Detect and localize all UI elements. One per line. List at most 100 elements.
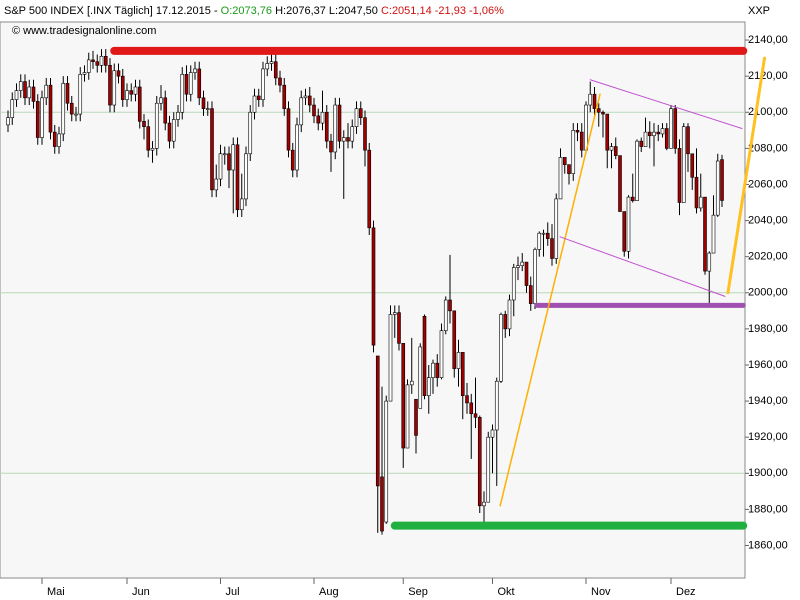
candle-body <box>613 146 618 156</box>
candle-body <box>405 384 410 449</box>
candle-body <box>520 261 525 267</box>
candle-body <box>78 74 83 115</box>
candle-body <box>550 238 554 259</box>
candle-body <box>477 417 482 507</box>
candle-body <box>694 176 699 209</box>
candle-body <box>150 148 155 151</box>
candle-body <box>545 232 550 239</box>
candle-body <box>333 104 338 153</box>
y-tick-label: 2080,00 <box>748 142 788 154</box>
candle-body <box>176 111 180 120</box>
candle-body <box>346 137 350 142</box>
candle-body <box>290 149 295 171</box>
candle-body <box>52 131 57 147</box>
candle-body <box>222 153 227 156</box>
candle-body <box>82 72 87 75</box>
candle-body <box>669 108 673 149</box>
candle-body <box>443 299 448 331</box>
candle-body <box>188 72 193 95</box>
candle-body <box>384 400 389 523</box>
y-tick-label: 1960,00 <box>748 359 788 371</box>
y-tick-label: 1920,00 <box>748 431 788 443</box>
candle-body <box>193 68 197 73</box>
x-tick-label: Dez <box>676 586 696 598</box>
candle-body <box>635 140 639 202</box>
candle-body <box>239 198 244 211</box>
candle-body <box>303 95 308 99</box>
candle-body <box>652 131 656 137</box>
candle-body <box>490 429 495 438</box>
candle-body <box>584 104 588 151</box>
candle-body <box>31 86 36 102</box>
candle-body <box>146 126 151 151</box>
candle-body <box>647 131 652 137</box>
candle-body <box>256 95 261 100</box>
candle-body <box>218 153 223 180</box>
candle-body <box>465 395 469 404</box>
candle-body <box>707 252 712 272</box>
candle-body <box>456 352 461 369</box>
candle-body <box>609 146 614 151</box>
trend-line <box>726 56 766 295</box>
candle-body <box>681 126 686 203</box>
candle-body <box>422 315 427 396</box>
candle-body <box>469 402 474 415</box>
candle-body <box>125 90 129 100</box>
candle-body <box>337 104 342 142</box>
candle-body <box>167 122 172 142</box>
candle-body <box>677 148 682 203</box>
x-tick-label: Aug <box>319 586 339 598</box>
candle-body <box>380 476 384 532</box>
candle-body <box>163 97 168 124</box>
candle-body <box>537 232 542 250</box>
candle-body <box>554 198 559 259</box>
candle-body <box>312 104 316 117</box>
y-tick-label: 2140,00 <box>748 34 788 46</box>
candle-body <box>282 84 287 109</box>
candle-body <box>210 108 214 191</box>
candle-body <box>533 249 537 304</box>
candle-body <box>575 130 580 133</box>
candle-body <box>329 140 333 153</box>
candle-body <box>201 97 206 109</box>
candle-body <box>116 70 121 77</box>
candle-body <box>426 377 431 396</box>
candle-body <box>35 101 40 138</box>
candle-body <box>363 117 367 151</box>
candle-body <box>503 314 508 330</box>
header: S&P 500 INDEX [.INX Täglich] 17.12.2015 … <box>4 5 504 17</box>
candle-body <box>120 75 125 100</box>
header-part: H:2076,37 L:2047,50 <box>275 5 378 17</box>
x-tick-label: Nov <box>591 586 611 598</box>
y-tick-label: 1900,00 <box>748 467 788 479</box>
x-tick-label: Jul <box>226 586 240 598</box>
candle-body <box>299 97 304 126</box>
candle-body <box>44 84 49 99</box>
candle-body <box>435 362 440 378</box>
candle-body <box>486 436 491 503</box>
candle-body <box>601 111 605 115</box>
candle-body <box>248 111 253 155</box>
candle-body <box>448 299 452 312</box>
candle-body <box>57 133 61 147</box>
candle-body <box>375 355 380 487</box>
candle-body <box>205 108 210 110</box>
candle-body <box>622 211 627 252</box>
candle-body <box>171 119 176 142</box>
candle-body <box>571 130 576 174</box>
candle-body <box>720 159 724 201</box>
candle-body <box>507 299 512 330</box>
candle-body <box>324 111 329 142</box>
candle-body <box>592 93 597 109</box>
candle-body <box>698 196 703 209</box>
candle-body <box>14 90 19 100</box>
candle-body <box>103 55 108 66</box>
candle-body <box>278 77 282 86</box>
candle-body <box>388 314 393 402</box>
candle-body <box>40 97 44 138</box>
candle-body <box>409 380 414 386</box>
candle-body <box>516 265 520 268</box>
candle-body <box>397 312 401 344</box>
candle-body <box>605 113 610 151</box>
